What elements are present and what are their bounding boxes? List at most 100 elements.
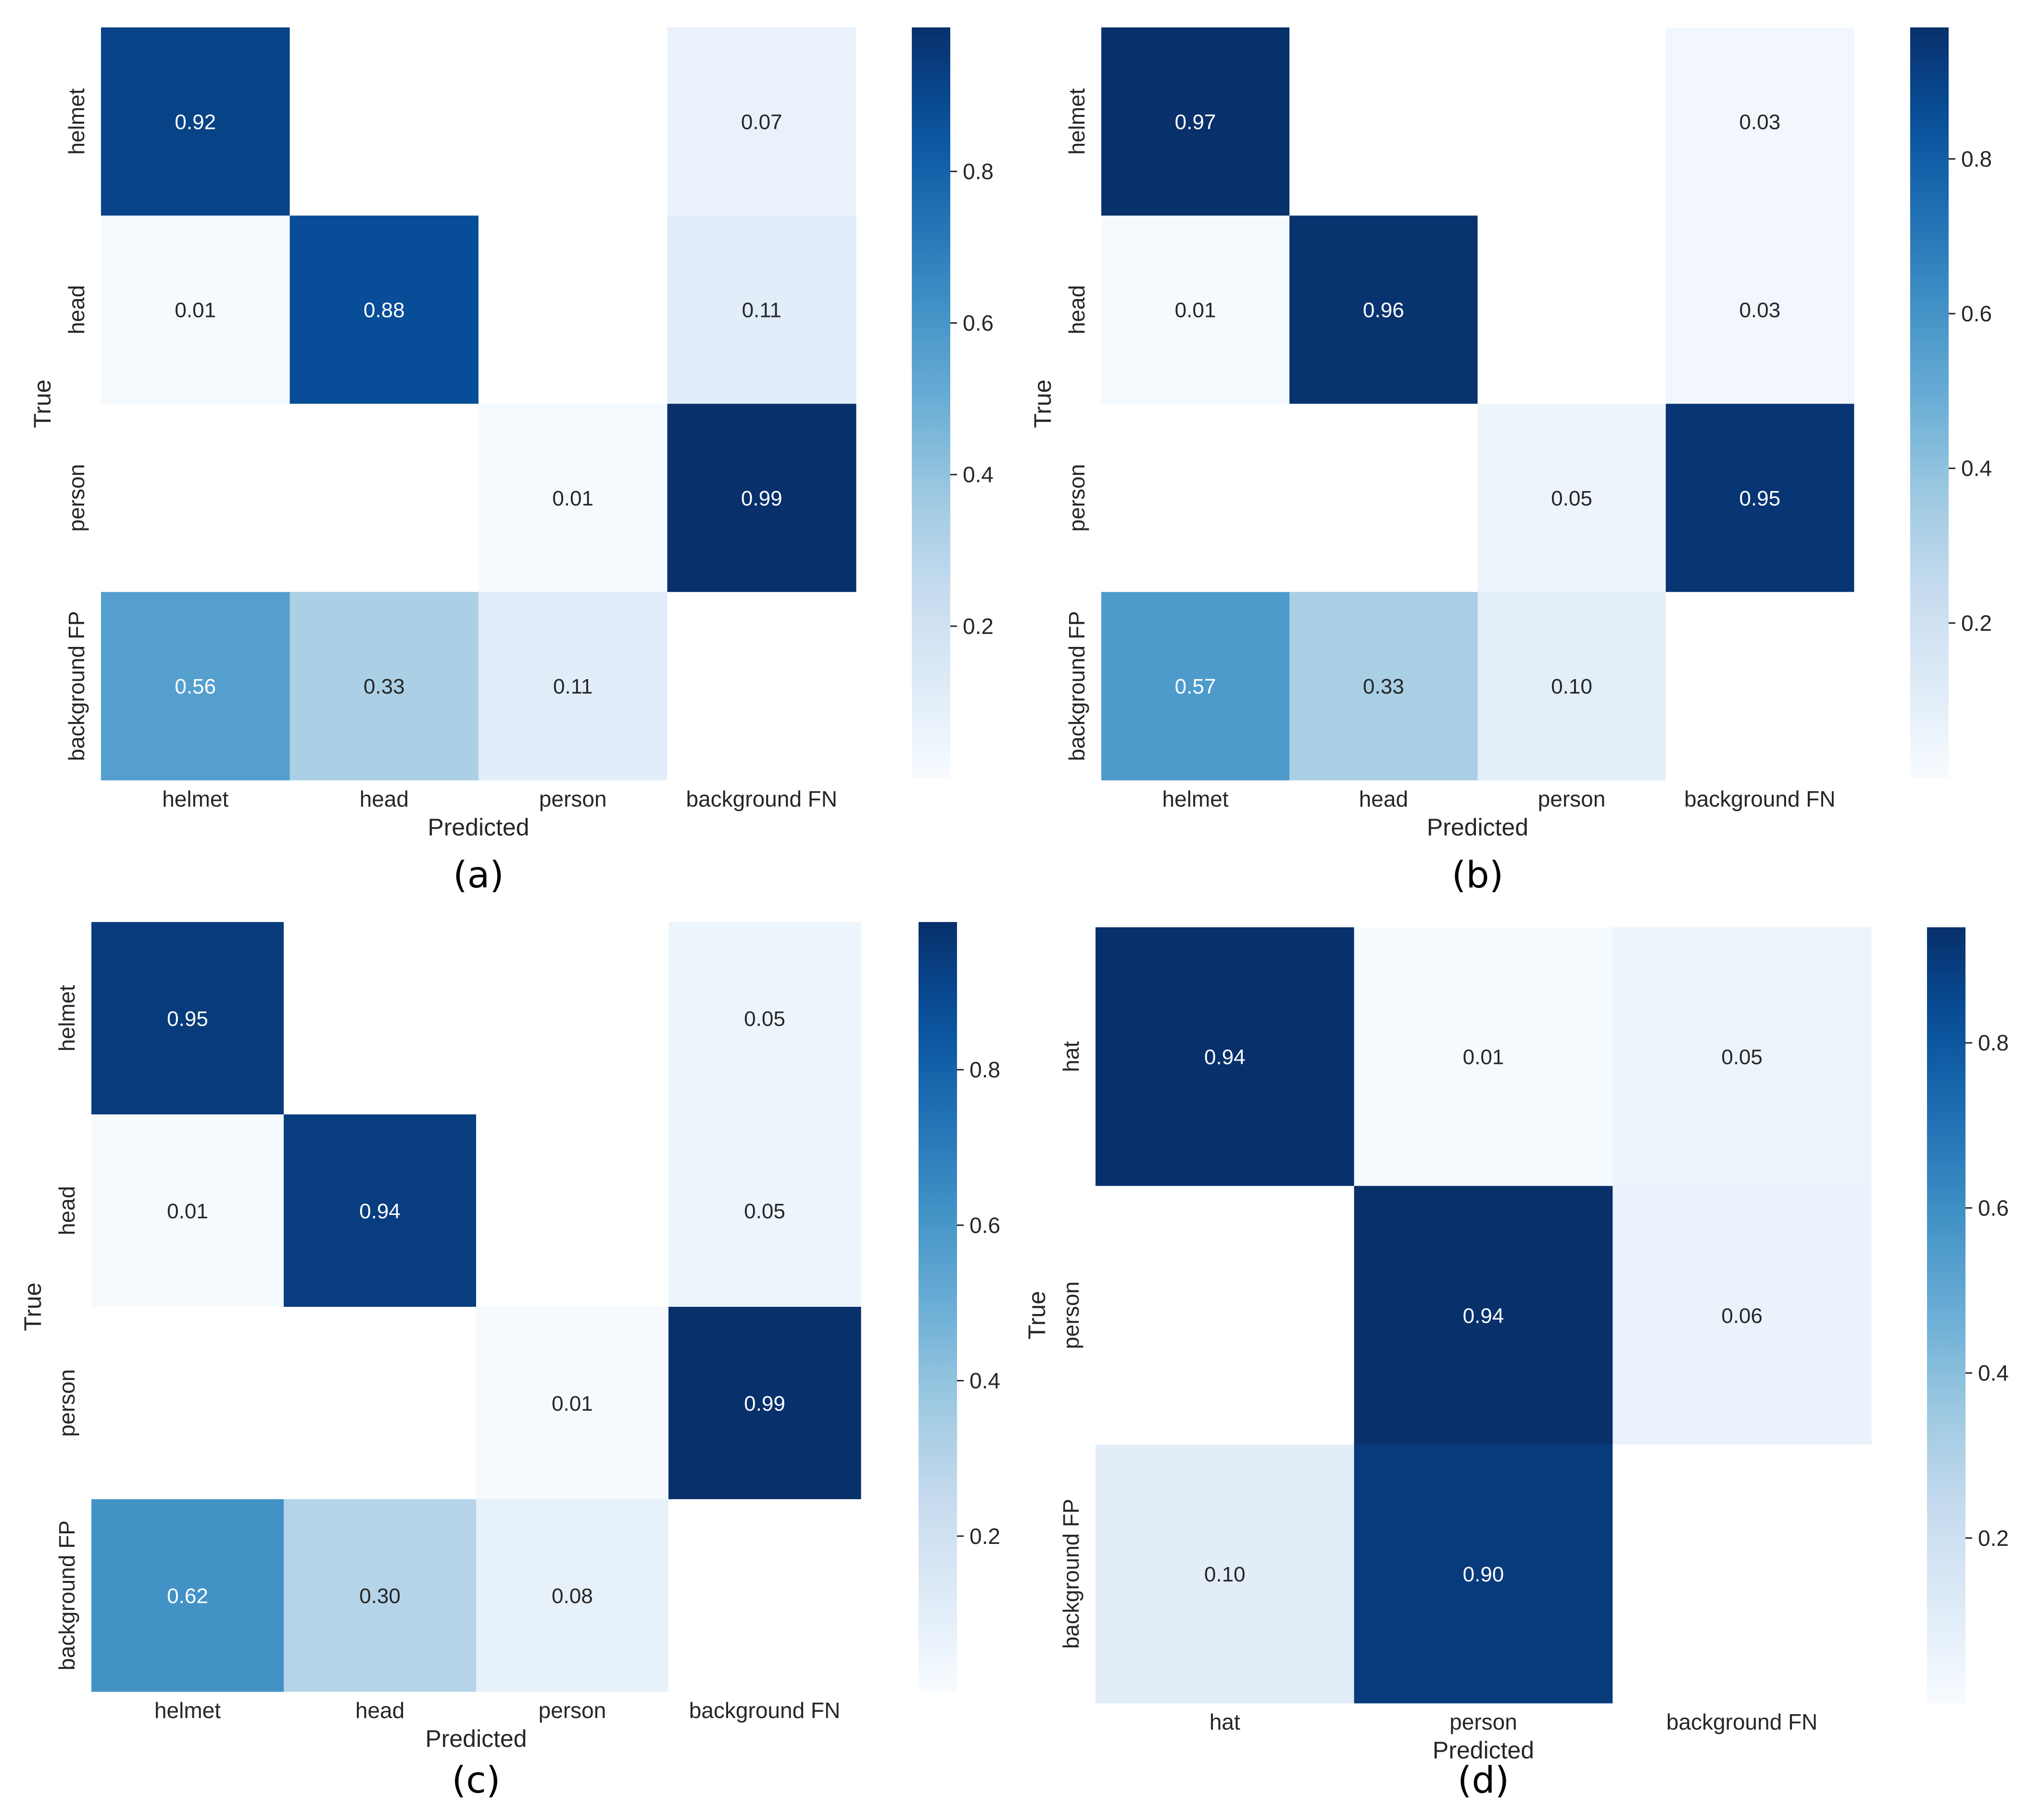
heatmap-cell — [476, 922, 669, 1115]
cell-value-label: 0.57 — [1175, 675, 1216, 698]
colorbar — [1910, 27, 1949, 778]
heatmap-cell — [476, 1114, 669, 1307]
heatmap-cell — [668, 922, 861, 1115]
colorbar-tick-label: 0.2 — [963, 614, 994, 639]
cell-value-label: 0.10 — [1551, 675, 1592, 698]
cell-value-label: 0.11 — [742, 299, 781, 322]
cell-value-label: 0.90 — [1463, 1563, 1504, 1586]
confusion-matrix-a: 0.92 0.07 0.01 0.88 0.11 0.01 0.99 0.56 0.33 0.11… — [29, 27, 994, 896]
y-tick-label: hat — [1058, 1041, 1083, 1072]
colorbar-tick-label: 0.8 — [1978, 1030, 2009, 1055]
x-axis-label: Predicted — [428, 814, 529, 841]
heatmap-cell — [1354, 1444, 1613, 1704]
y-tick-label: person — [64, 464, 89, 532]
colorbar-tick-label: 0.4 — [1978, 1361, 2009, 1386]
heatmap-cell — [290, 27, 479, 216]
heatmap-cell — [1477, 404, 1666, 593]
x-tick-label: hat — [1209, 1709, 1240, 1734]
x-tick-label: helmet — [162, 786, 228, 811]
heatmap-cell — [1665, 27, 1854, 216]
cell-value-label: 0.10 — [1204, 1563, 1246, 1586]
colorbar-tick-label: 0.2 — [970, 1524, 1000, 1549]
y-tick-label: person — [1064, 464, 1089, 532]
y-tick-label: head — [64, 285, 89, 334]
colorbar — [919, 922, 957, 1692]
x-tick-label: person — [539, 1698, 606, 1723]
heatmap-cell — [1665, 404, 1854, 593]
heatmap-cell — [101, 215, 290, 404]
confusion-matrix-d: 0.94 0.01 0.05 0.94 0.06 0.10 0.90 hat person bac… — [1023, 927, 2009, 1801]
heatmap-cell — [101, 27, 290, 216]
cell-value-label: 0.99 — [744, 1392, 785, 1416]
y-axis-label: True — [1029, 379, 1056, 428]
confusion-matrix-c: 0.95 0.05 0.01 0.94 0.05 0.01 0.99 0.62 0.30 0.08… — [19, 922, 1000, 1801]
cell-value-label: 0.05 — [744, 1007, 785, 1031]
cell-value-label: 0.01 — [175, 299, 216, 322]
y-axis-label: True — [1023, 1291, 1050, 1340]
y-tick-label: background FP — [54, 1520, 79, 1670]
cell-value-label: 0.07 — [741, 110, 782, 134]
colorbar-tick-label: 0.8 — [963, 159, 994, 184]
x-axis-label: Predicted — [425, 1725, 527, 1752]
x-axis-label: Predicted — [1433, 1737, 1534, 1764]
cell-value-label: 0.01 — [1175, 299, 1216, 322]
cell-value-label: 0.06 — [1721, 1304, 1763, 1327]
cell-value-label: 0.05 — [744, 1200, 785, 1223]
heatmap-cell — [101, 592, 290, 781]
colorbar-tick-label: 0.4 — [963, 462, 994, 487]
cell-value-label: 0.08 — [552, 1584, 593, 1608]
heatmap-cell — [1612, 1444, 1872, 1704]
heatmap-cell — [91, 1307, 284, 1500]
heatmap-cell — [479, 27, 668, 216]
x-tick-label: background FN — [686, 786, 838, 811]
y-tick-label: background FP — [1058, 1499, 1083, 1649]
cell-value-label: 0.88 — [364, 299, 405, 322]
y-tick-label: helmet — [54, 985, 79, 1051]
heatmap-cell — [284, 1499, 477, 1692]
heatmap-cell — [1101, 27, 1290, 216]
cell-value-label: 0.95 — [1739, 487, 1781, 510]
x-tick-label: head — [355, 1698, 404, 1723]
heatmap-cell — [101, 404, 290, 593]
cell-value-label: 0.94 — [1463, 1304, 1504, 1327]
heatmap-cell — [1289, 27, 1478, 216]
y-tick-label: head — [1064, 285, 1089, 334]
heatmap-cell — [290, 215, 479, 404]
heatmap-cell — [1101, 215, 1290, 404]
heatmap-cell — [479, 404, 668, 593]
cell-value-label: 0.92 — [175, 110, 216, 134]
colorbar-tick-label: 0.8 — [970, 1057, 1000, 1082]
heatmap-cell — [479, 592, 668, 781]
colorbar-tick-label: 0.2 — [1978, 1526, 2009, 1551]
confusion-matrix-b: 0.97 0.03 0.01 0.96 0.03 0.05 0.95 0.57 0.33 0.10… — [1029, 27, 1992, 896]
heatmap-cell — [1665, 215, 1854, 404]
heatmap-cell — [91, 1499, 284, 1692]
heatmap-cell — [479, 215, 668, 404]
cell-value-label: 0.96 — [1363, 299, 1404, 322]
cell-value-label: 0.94 — [1204, 1046, 1246, 1069]
heatmap-cell — [1101, 404, 1290, 593]
heatmap-cell — [290, 592, 479, 781]
cell-value-label: 0.99 — [741, 487, 782, 510]
heatmap-cell — [1612, 927, 1872, 1187]
x-tick-label: person — [539, 786, 607, 811]
colorbar-tick-label: 0.4 — [970, 1368, 1000, 1393]
cell-value-label: 0.01 — [167, 1200, 208, 1223]
heatmap-cell — [667, 27, 857, 216]
heatmap-cell — [91, 1114, 284, 1307]
colorbar — [912, 27, 950, 778]
x-tick-label: helmet — [154, 1698, 221, 1723]
panel-caption: (b) — [1452, 853, 1504, 896]
heatmap-cell — [667, 404, 857, 593]
cell-value-label: 0.33 — [364, 675, 405, 698]
x-tick-label: person — [1449, 1709, 1517, 1734]
panel-caption: (d) — [1458, 1758, 1510, 1801]
colorbar-tick-label: 0.8 — [1961, 146, 1992, 171]
cell-value-label: 0.05 — [1721, 1046, 1763, 1069]
heatmap-cell — [1354, 1186, 1613, 1445]
heatmap-cell — [476, 1499, 669, 1692]
colorbar-tick-label: 0.6 — [1961, 301, 1992, 326]
heatmap-cell — [667, 592, 857, 781]
y-tick-label: person — [1058, 1281, 1083, 1349]
y-tick-label: helmet — [64, 88, 89, 154]
